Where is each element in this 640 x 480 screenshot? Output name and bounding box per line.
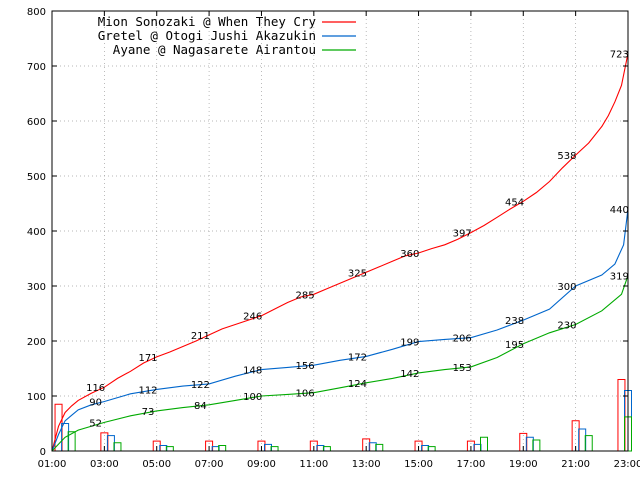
bar-series-2: [322, 446, 331, 452]
y-tick-label: 300: [27, 282, 46, 293]
bar-series-2: [532, 439, 541, 452]
legend-entry-label: Gretel @ Otogi Jushi Akazukin: [98, 28, 316, 43]
x-tick-label: 01:00: [38, 459, 67, 470]
data-label: 100: [243, 392, 262, 403]
x-tick-label: 15:00: [404, 459, 433, 470]
y-tick-label: 0: [40, 447, 46, 458]
bar-series-1: [316, 445, 325, 452]
bar-series-2: [584, 435, 593, 452]
x-tick-label: 17:00: [456, 459, 485, 470]
data-label: 172: [348, 352, 367, 363]
series-lines: [51, 53, 629, 452]
bar-series-2: [270, 446, 279, 452]
bar-series-2: [113, 442, 122, 452]
data-label: 195: [505, 340, 524, 351]
data-label: 300: [557, 282, 576, 293]
grid: [52, 11, 628, 451]
series-line-2: [51, 275, 629, 452]
data-label: 230: [557, 321, 576, 332]
data-label: 142: [400, 369, 419, 380]
y-tick-label: 800: [27, 7, 46, 18]
bar-series-0: [617, 379, 626, 452]
data-label: 723: [610, 49, 629, 60]
data-label: 122: [191, 380, 210, 391]
bar-series-1: [473, 443, 482, 452]
data-label: 171: [138, 353, 157, 364]
data-label: 538: [557, 151, 576, 162]
x-tick-label: 21:00: [561, 459, 590, 470]
bar-series-2: [375, 443, 384, 452]
data-label: 211: [191, 331, 210, 342]
y-axis-ticks: 0 100 200 300 400 500 600 700 800: [27, 7, 628, 458]
bar-series-2: [480, 436, 488, 452]
bar-series-1: [211, 446, 220, 452]
bar-series-1: [578, 428, 587, 452]
data-label: 454: [505, 197, 524, 208]
data-label: 148: [243, 366, 262, 377]
data-label: 156: [296, 361, 315, 372]
data-label: 440: [610, 205, 629, 216]
data-label: 199: [400, 338, 419, 349]
bar-series-1: [525, 436, 534, 452]
x-tick-label: 07:00: [195, 459, 224, 470]
bar-series-1: [106, 435, 115, 452]
data-label: 106: [296, 389, 315, 400]
x-tick-label: 23:00: [614, 459, 640, 470]
x-tick-label: 13:00: [352, 459, 381, 470]
y-tick-label: 200: [27, 337, 46, 348]
data-label: 246: [243, 312, 262, 323]
series-line-1: [51, 208, 629, 452]
bar-series-1: [421, 445, 430, 452]
bar-series-2: [165, 446, 174, 452]
bar-series-2: [218, 445, 227, 452]
y-tick-label: 500: [27, 172, 46, 183]
y-tick-label: 400: [27, 227, 46, 238]
x-axis-ticks: 01:00 03:00 05:00 07:00 09:00 11:00 13:00 15:00…: [38, 11, 640, 470]
data-label: 84: [194, 401, 207, 412]
legend-entry-label: Mion Sonozaki @ When They Cry: [98, 14, 317, 29]
data-label: 116: [86, 383, 105, 394]
bar-series-2: [427, 446, 436, 452]
data-label: 90: [89, 398, 102, 409]
series-line-0: [51, 53, 629, 452]
x-tick-label: 11:00: [299, 459, 328, 470]
data-label: 153: [453, 363, 472, 374]
data-label: 285: [296, 290, 315, 301]
data-label: 124: [348, 379, 367, 390]
y-tick-label: 100: [27, 392, 46, 403]
data-label: 52: [89, 418, 102, 429]
x-tick-label: 19:00: [509, 459, 538, 470]
bar-series-1: [264, 443, 272, 452]
data-label: 325: [348, 268, 367, 279]
legend-entry-label: Ayane @ Nagasarete Airantou: [113, 42, 316, 57]
x-tick-label: 05:00: [142, 459, 171, 470]
data-label: 73: [142, 407, 155, 418]
data-label: 397: [453, 229, 472, 240]
bar-series-1: [159, 445, 168, 452]
x-tick-label: 09:00: [247, 459, 276, 470]
x-tick-label: 03:00: [90, 459, 119, 470]
y-tick-label: 700: [27, 62, 46, 73]
data-label: 238: [505, 316, 524, 327]
y-tick-label: 600: [27, 117, 46, 128]
data-labels: 116 171 211 246 285 325 360 397 454 538 723 90 112 12…: [86, 49, 629, 429]
data-label: 112: [138, 385, 157, 396]
data-label: 319: [610, 272, 629, 283]
data-label: 206: [453, 334, 472, 345]
data-label: 360: [400, 249, 419, 260]
bar-series-1: [368, 442, 377, 452]
